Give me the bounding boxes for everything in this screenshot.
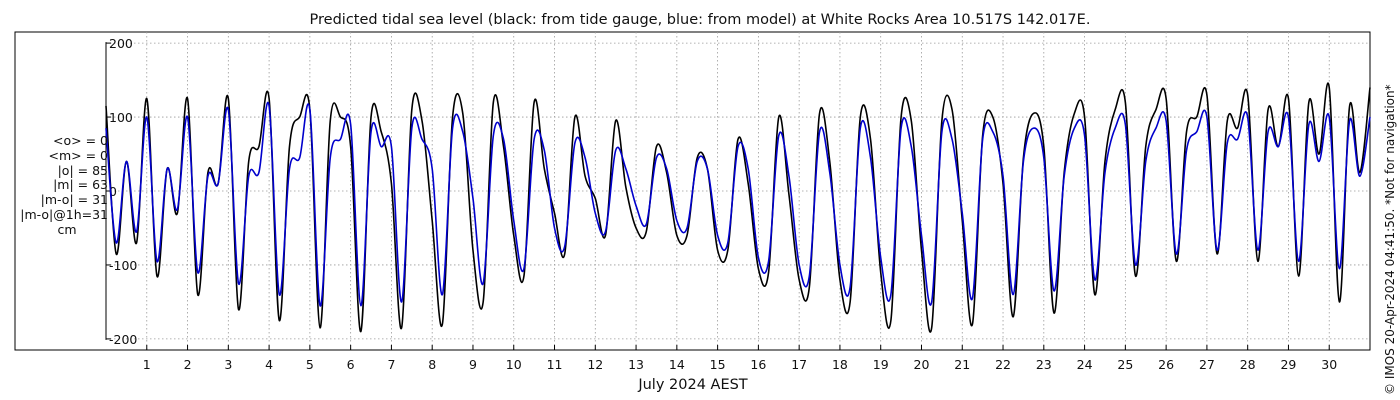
grid-layer bbox=[106, 32, 1370, 350]
y-tick-label: -100 bbox=[109, 258, 137, 273]
x-tick-label: 20 bbox=[914, 357, 930, 372]
x-tick-label: 22 bbox=[995, 357, 1011, 372]
x-tick-label: 4 bbox=[265, 357, 273, 372]
y-tick-label: 200 bbox=[109, 36, 133, 51]
x-tick-label: 11 bbox=[547, 357, 563, 372]
series-layer bbox=[106, 83, 1370, 332]
x-tick-label: 27 bbox=[1199, 357, 1215, 372]
copyright-notice: © IMOS 20-Apr-2024 04:41:50. *Not for na… bbox=[1383, 84, 1397, 395]
stat-abs-difference: |m-o| = 31 bbox=[8, 193, 108, 208]
x-tick-label: 10 bbox=[506, 357, 522, 372]
x-tick-label: 5 bbox=[306, 357, 314, 372]
x-tick-label: 30 bbox=[1321, 357, 1337, 372]
x-tick-label: 17 bbox=[791, 357, 807, 372]
x-tick-label: 28 bbox=[1240, 357, 1256, 372]
x-tick-label: 21 bbox=[954, 357, 970, 372]
x-tick-label: 23 bbox=[1036, 357, 1052, 372]
x-tick-label: 29 bbox=[1280, 357, 1296, 372]
model-series-line bbox=[106, 102, 1370, 306]
x-tick-label: 19 bbox=[873, 357, 889, 372]
y-tick-label: -200 bbox=[109, 332, 137, 347]
x-tick-label: 15 bbox=[710, 357, 726, 372]
stat-mean-model: <m> = 0 bbox=[8, 149, 108, 164]
x-axis-label: July 2024 AEST bbox=[637, 377, 747, 393]
x-tick-label: 3 bbox=[224, 357, 232, 372]
stat-unit: cm bbox=[8, 223, 108, 238]
x-tick-label: 7 bbox=[387, 357, 395, 372]
x-tick-label: 1 bbox=[143, 357, 151, 372]
x-tick-label: 24 bbox=[1077, 357, 1093, 372]
tide-gauge-series-line bbox=[106, 83, 1370, 332]
chart-title: Predicted tidal sea level (black: from t… bbox=[310, 12, 1091, 28]
stat-abs-observed: |o| = 85 bbox=[8, 164, 108, 179]
stat-abs-model: |m| = 63 bbox=[8, 178, 108, 193]
x-tick-label: 14 bbox=[669, 357, 685, 372]
x-tick-label: 26 bbox=[1158, 357, 1174, 372]
x-tick-label: 25 bbox=[1117, 357, 1133, 372]
x-tick-label: 18 bbox=[832, 357, 848, 372]
x-tick-label: 13 bbox=[628, 357, 644, 372]
x-tick-label: 9 bbox=[469, 357, 477, 372]
x-tick-label: 2 bbox=[184, 357, 192, 372]
y-tick-label: 100 bbox=[109, 110, 133, 125]
stats-panel: <o> = 0 <m> = 0 |o| = 85 |m| = 63 |m-o| … bbox=[8, 134, 108, 238]
x-tick-label: 12 bbox=[587, 357, 603, 372]
stat-abs-difference-1h: |m-o|@1h=31 bbox=[8, 208, 108, 223]
stat-mean-observed: <o> = 0 bbox=[8, 134, 108, 149]
x-tick-label: 16 bbox=[750, 357, 766, 372]
x-tick-label: 8 bbox=[428, 357, 436, 372]
x-tick-label: 6 bbox=[347, 357, 355, 372]
